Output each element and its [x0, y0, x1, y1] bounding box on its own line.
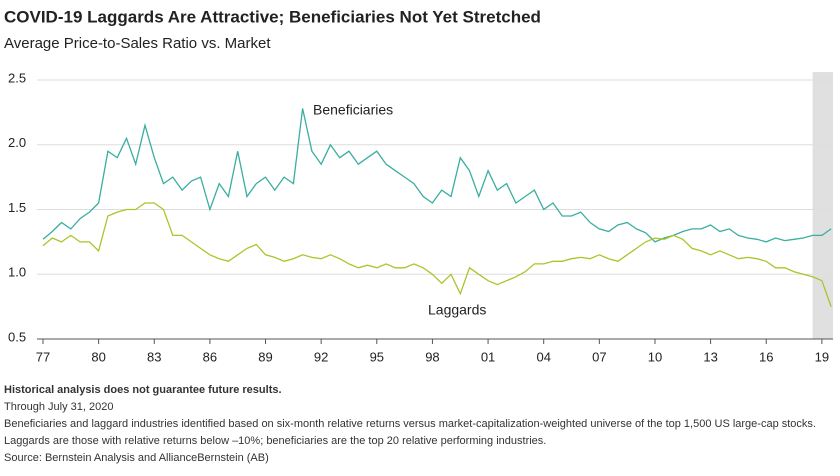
chart-title: COVID-19 Laggards Are Attractive; Benefi…	[4, 7, 541, 26]
x-tick-label: 83	[147, 349, 161, 364]
series-line	[42, 202, 832, 307]
chart: COVID-19 Laggards Are Attractive; Benefi…	[4, 7, 833, 364]
series-label: Laggards	[428, 302, 486, 318]
y-tick-label: 0.5	[8, 329, 26, 344]
disclaimer: Historical analysis does not guarantee f…	[4, 384, 282, 396]
x-tick-label: 19	[815, 349, 829, 364]
series-label: Beneficiaries	[313, 102, 393, 118]
x-tick-label: 98	[425, 349, 439, 364]
x-tick-label: 01	[481, 349, 495, 364]
source: Source: Bernstein Analysis and AllianceB…	[4, 452, 269, 464]
y-tick-label: 2.5	[8, 70, 26, 85]
x-tick-label: 92	[314, 349, 328, 364]
x-tick-label: 04	[536, 349, 550, 364]
x-tick-label: 77	[36, 349, 50, 364]
date-note: Through July 31, 2020	[4, 401, 114, 413]
y-tick-label: 1.0	[8, 265, 26, 280]
x-tick-label: 16	[759, 349, 773, 364]
x-tick-label: 86	[203, 349, 217, 364]
footnote: Beneficiaries and laggard industries ide…	[4, 418, 816, 447]
shaded-period	[812, 72, 833, 339]
x-tick-label: 95	[370, 349, 384, 364]
x-tick-label: 07	[592, 349, 606, 364]
x-tick-label: 10	[648, 349, 662, 364]
x-tick-label: 89	[258, 349, 272, 364]
x-tick-label: 80	[91, 349, 105, 364]
series-line	[42, 108, 832, 243]
y-tick-label: 2.0	[8, 135, 26, 150]
y-tick-label: 1.5	[8, 200, 26, 215]
notes: Historical analysis does not guarantee f…	[4, 382, 836, 467]
chart-subtitle: Average Price-to-Sales Ratio vs. Market	[4, 35, 271, 52]
x-tick-label: 13	[703, 349, 717, 364]
